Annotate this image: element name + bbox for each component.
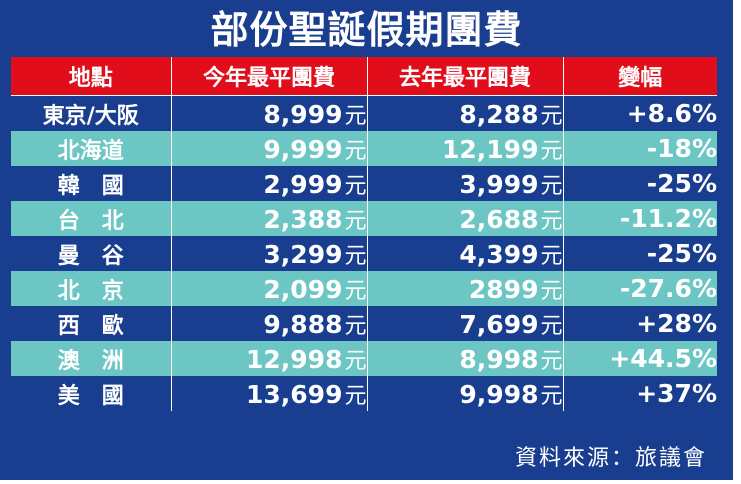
last-year-price-cell: 8,288元 xyxy=(367,95,564,131)
table-row: 曼 谷 3,299元 4,399元 -25% xyxy=(11,236,717,271)
city-cell: 北 京 xyxy=(11,271,172,306)
column-header-location: 地點 xyxy=(11,57,172,96)
change-cell: +44.5% xyxy=(563,341,717,376)
this-year-price-cell: 12,998元 xyxy=(171,341,368,376)
fare-table: 地點 今年最平團費 去年最平團費 變幅 東京/大阪 8,999元 8,288元 … xyxy=(11,57,717,411)
city-cell: 台 北 xyxy=(11,201,172,236)
this-year-price-cell: 8,999元 xyxy=(171,95,368,131)
city-cell: 西 歐 xyxy=(11,306,172,341)
change-cell: -18% xyxy=(563,131,717,166)
city-cell: 東京/大阪 xyxy=(11,95,172,131)
change-cell: -25% xyxy=(563,166,717,201)
table-row: 北海道 9,999元 12,199元 -18% xyxy=(11,131,717,166)
table-row: 澳 洲 12,998元 8,998元 +44.5% xyxy=(11,341,717,376)
change-cell: +28% xyxy=(563,306,717,341)
last-year-price-cell: 2,688元 xyxy=(367,201,564,236)
this-year-price-cell: 9,888元 xyxy=(171,306,368,341)
last-year-price-cell: 12,199元 xyxy=(367,131,564,166)
column-header-last-year: 去年最平團費 xyxy=(367,57,564,96)
change-cell: -11.2% xyxy=(563,201,717,236)
page-title: 部份聖誕假期團費 xyxy=(210,8,523,52)
table-header-row: 地點 今年最平團費 去年最平團費 變幅 xyxy=(11,57,717,96)
last-year-price-cell: 4,399元 xyxy=(367,236,564,271)
table-row: 東京/大阪 8,999元 8,288元 +8.6% xyxy=(11,95,717,131)
column-header-this-year: 今年最平團費 xyxy=(171,57,368,96)
this-year-price-cell: 2,388元 xyxy=(171,201,368,236)
this-year-price-cell: 2,099元 xyxy=(171,271,368,306)
this-year-price-cell: 13,699元 xyxy=(171,376,368,411)
last-year-price-cell: 7,699元 xyxy=(367,306,564,341)
this-year-price-cell: 2,999元 xyxy=(171,166,368,201)
city-cell: 北海道 xyxy=(11,131,172,166)
city-cell: 韓 國 xyxy=(11,166,172,201)
change-cell: -27.6% xyxy=(563,271,717,306)
change-cell: +37% xyxy=(563,376,717,411)
table-row: 美 國 13,699元 9,998元 +37% xyxy=(11,376,717,411)
last-year-price-cell: 9,998元 xyxy=(367,376,564,411)
table-row: 西 歐 9,888元 7,699元 +28% xyxy=(11,306,717,341)
city-cell: 澳 洲 xyxy=(11,341,172,376)
change-cell: -25% xyxy=(563,236,717,271)
table-row: 韓 國 2,999元 3,999元 -25% xyxy=(11,166,717,201)
last-year-price-cell: 8,998元 xyxy=(367,341,564,376)
city-cell: 曼 谷 xyxy=(11,236,172,271)
table-row: 北 京 2,099元 2899元 -27.6% xyxy=(11,271,717,306)
last-year-price-cell: 2899元 xyxy=(367,271,564,306)
last-year-price-cell: 3,999元 xyxy=(367,166,564,201)
this-year-price-cell: 9,999元 xyxy=(171,131,368,166)
this-year-price-cell: 3,299元 xyxy=(171,236,368,271)
city-cell: 美 國 xyxy=(11,376,172,411)
source-credit: 資料來源：旅議會 xyxy=(514,446,707,471)
column-header-change: 變幅 xyxy=(563,57,717,96)
table-row: 台 北 2,388元 2,688元 -11.2% xyxy=(11,201,717,236)
change-cell: +8.6% xyxy=(563,95,717,131)
